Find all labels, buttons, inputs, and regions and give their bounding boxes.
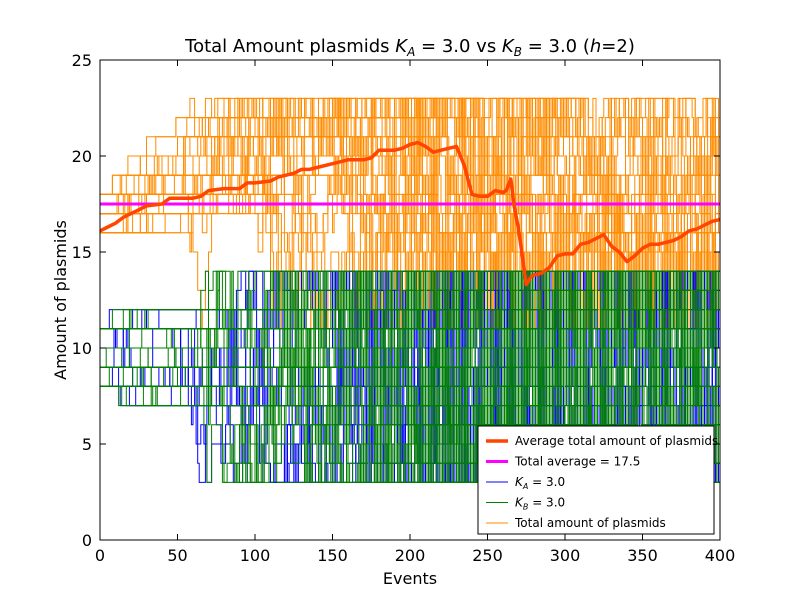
y-tick-label: 5 bbox=[82, 435, 92, 454]
title-ka-symbol: K bbox=[395, 36, 408, 57]
title-prefix: Total Amount plasmids bbox=[184, 36, 395, 57]
y-tick-label: 10 bbox=[72, 339, 92, 358]
x-tick-label: 50 bbox=[167, 546, 187, 565]
legend: Average total amount of plasmids Total av… bbox=[477, 425, 718, 535]
x-tick-label: 250 bbox=[472, 546, 503, 565]
x-tick-label: 0 bbox=[95, 546, 105, 565]
x-axis-label: Events bbox=[383, 569, 437, 588]
legend-value: = 3.0 bbox=[528, 496, 565, 510]
x-tick-label: 150 bbox=[317, 546, 348, 565]
legend-symbol: K bbox=[515, 475, 524, 489]
y-tick-label: 20 bbox=[72, 147, 92, 166]
x-tick-label: 300 bbox=[550, 546, 581, 565]
x-tick-label: 100 bbox=[240, 546, 271, 565]
legend-value: = 3.0 bbox=[528, 475, 565, 489]
legend-subscript: B bbox=[523, 503, 529, 512]
title-kb-value: = 3.0 ( bbox=[522, 36, 590, 57]
x-tick-label: 350 bbox=[627, 546, 658, 565]
y-tick-label: 25 bbox=[72, 51, 92, 70]
sample-trajectory-line bbox=[100, 270, 720, 445]
legend-symbol: K bbox=[515, 496, 524, 510]
sample-trajectory-line bbox=[100, 97, 720, 330]
title-ka-subscript: A bbox=[406, 45, 415, 59]
legend-label: Total amount of plasmids bbox=[514, 516, 666, 530]
series-layer bbox=[100, 140, 720, 287]
title-ka-value: = 3.0 vs bbox=[415, 36, 502, 57]
title-kb-symbol: K bbox=[502, 36, 515, 57]
legend-label: Total average = 17.5 bbox=[514, 455, 640, 469]
x-axis: 0 50 100 150 200 250 300 350 400 bbox=[95, 60, 735, 565]
legend-subscript: A bbox=[522, 482, 528, 491]
title-h-symbol: h bbox=[590, 36, 601, 57]
legend-label: KB = 3.0 bbox=[515, 496, 565, 512]
x-tick-label: 400 bbox=[705, 546, 736, 565]
title-suffix: =2) bbox=[601, 36, 635, 57]
legend-label: KA = 3.0 bbox=[515, 475, 565, 491]
y-tick-label: 0 bbox=[82, 531, 92, 550]
y-axis: 0 5 10 15 20 25 bbox=[72, 51, 720, 550]
sample-lines-layer bbox=[100, 97, 720, 483]
y-axis-label: Amount of plasmids bbox=[51, 220, 70, 380]
x-tick-label: 200 bbox=[395, 546, 426, 565]
legend-label: Average total amount of plasmids bbox=[515, 434, 718, 448]
sample-trajectory-line bbox=[100, 270, 720, 483]
plot-area bbox=[99, 59, 721, 541]
title-kb-subscript: B bbox=[514, 45, 522, 59]
average-total-series-line bbox=[100, 140, 720, 287]
legend-box bbox=[477, 425, 715, 535]
y-tick-label: 15 bbox=[72, 243, 92, 262]
chart-title: Total Amount plasmids KA = 3.0 vs KB = 3… bbox=[184, 36, 635, 59]
sample-trajectory-line bbox=[100, 97, 720, 330]
